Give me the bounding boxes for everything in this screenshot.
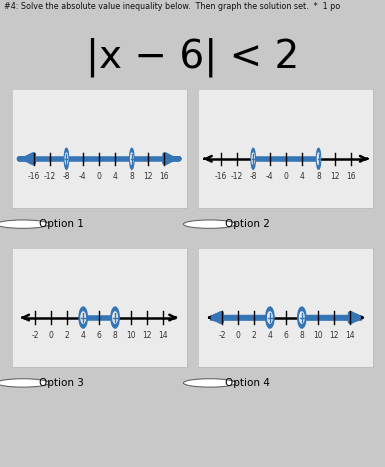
Text: -4: -4: [266, 172, 273, 181]
Text: 6: 6: [283, 331, 288, 340]
Text: 16: 16: [346, 172, 356, 181]
Text: 4: 4: [113, 172, 118, 181]
Text: 4: 4: [81, 331, 85, 340]
Text: -8: -8: [63, 172, 70, 181]
Circle shape: [251, 148, 255, 170]
Text: #4: Solve the absolute value inequality below.  Then graph the solution set.  * : #4: Solve the absolute value inequality …: [4, 2, 340, 11]
Text: Option 1: Option 1: [39, 219, 84, 229]
Text: -2: -2: [32, 331, 39, 340]
Text: -12: -12: [231, 172, 243, 181]
Circle shape: [0, 220, 49, 228]
Text: 12: 12: [329, 331, 338, 340]
Text: 10: 10: [126, 331, 136, 340]
Text: 12: 12: [330, 172, 340, 181]
Circle shape: [0, 379, 49, 387]
Circle shape: [65, 153, 68, 164]
Circle shape: [130, 148, 134, 170]
Text: 8: 8: [300, 331, 304, 340]
Text: 10: 10: [313, 331, 323, 340]
Text: 12: 12: [142, 331, 152, 340]
Text: 14: 14: [158, 331, 168, 340]
Text: |x − 6| < 2: |x − 6| < 2: [86, 37, 299, 77]
Circle shape: [183, 220, 236, 228]
Circle shape: [64, 148, 69, 170]
Circle shape: [131, 153, 133, 164]
Text: Option 2: Option 2: [226, 219, 270, 229]
Text: 8: 8: [316, 172, 321, 181]
Circle shape: [300, 312, 304, 323]
Text: 8: 8: [113, 331, 117, 340]
Text: -16: -16: [28, 172, 40, 181]
Circle shape: [183, 379, 236, 387]
Text: 0: 0: [283, 172, 288, 181]
Text: -2: -2: [218, 331, 226, 340]
Text: 8: 8: [129, 172, 134, 181]
Text: -4: -4: [79, 172, 87, 181]
Text: 14: 14: [345, 331, 355, 340]
Text: -16: -16: [214, 172, 227, 181]
Text: Option 4: Option 4: [226, 378, 270, 388]
Circle shape: [111, 307, 119, 328]
Text: 16: 16: [160, 172, 169, 181]
Circle shape: [316, 148, 321, 170]
Circle shape: [298, 307, 306, 328]
Text: 0: 0: [97, 172, 102, 181]
Circle shape: [268, 312, 272, 323]
Circle shape: [266, 307, 274, 328]
Text: -12: -12: [44, 172, 56, 181]
Text: 2: 2: [65, 331, 70, 340]
Text: 0: 0: [49, 331, 54, 340]
Circle shape: [252, 153, 254, 164]
Circle shape: [113, 312, 117, 323]
Text: 6: 6: [97, 331, 102, 340]
Text: 12: 12: [143, 172, 153, 181]
Circle shape: [317, 153, 320, 164]
Text: -8: -8: [249, 172, 257, 181]
Text: 4: 4: [300, 172, 305, 181]
Text: 2: 2: [251, 331, 256, 340]
Text: 0: 0: [236, 331, 241, 340]
Circle shape: [81, 312, 85, 323]
Text: Option 3: Option 3: [39, 378, 84, 388]
Circle shape: [79, 307, 87, 328]
Text: 4: 4: [268, 331, 272, 340]
